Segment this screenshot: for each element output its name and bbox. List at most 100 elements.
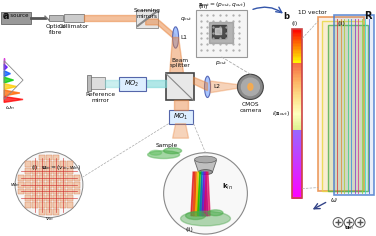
Bar bbox=[292, 33, 302, 35]
Bar bbox=[292, 97, 302, 98]
Bar bbox=[292, 68, 302, 70]
Bar bbox=[292, 112, 302, 114]
Bar bbox=[292, 29, 302, 198]
Bar bbox=[46, 161, 52, 167]
Text: $q_{out}$: $q_{out}$ bbox=[180, 15, 193, 23]
Polygon shape bbox=[197, 172, 203, 216]
Bar bbox=[67, 189, 73, 194]
Text: $MO_2$: $MO_2$ bbox=[124, 79, 139, 89]
Bar bbox=[53, 155, 59, 160]
Bar bbox=[292, 136, 302, 138]
Bar bbox=[318, 17, 364, 191]
Bar bbox=[25, 195, 31, 201]
Bar bbox=[39, 155, 45, 160]
Text: a: a bbox=[3, 11, 10, 21]
Bar bbox=[18, 189, 24, 194]
Bar bbox=[212, 25, 226, 38]
Bar bbox=[292, 95, 302, 97]
Bar bbox=[18, 175, 24, 181]
Bar bbox=[18, 182, 24, 188]
Bar bbox=[292, 142, 302, 144]
Bar bbox=[60, 182, 66, 188]
Bar bbox=[292, 154, 302, 156]
Bar bbox=[32, 189, 38, 194]
Text: $\omega_n$: $\omega_n$ bbox=[5, 104, 15, 112]
Bar bbox=[74, 182, 80, 188]
Bar bbox=[292, 166, 302, 168]
Bar bbox=[53, 168, 59, 174]
Bar bbox=[292, 60, 302, 62]
Polygon shape bbox=[146, 80, 166, 87]
Bar bbox=[74, 175, 80, 181]
Bar bbox=[292, 119, 302, 121]
Bar bbox=[292, 161, 302, 163]
Bar bbox=[292, 34, 302, 36]
Bar bbox=[292, 122, 302, 124]
Polygon shape bbox=[173, 124, 188, 138]
Bar bbox=[292, 121, 302, 122]
Bar bbox=[67, 175, 73, 181]
Bar bbox=[292, 149, 302, 151]
Bar bbox=[67, 202, 73, 208]
Bar bbox=[292, 116, 302, 118]
Bar bbox=[292, 150, 302, 152]
Bar bbox=[292, 67, 302, 69]
Bar bbox=[292, 180, 302, 182]
Circle shape bbox=[15, 152, 83, 218]
Bar bbox=[46, 189, 52, 194]
Bar bbox=[292, 170, 302, 172]
Bar bbox=[292, 194, 302, 196]
Circle shape bbox=[333, 218, 343, 227]
Bar bbox=[292, 146, 302, 148]
Bar bbox=[292, 57, 302, 59]
Bar bbox=[292, 32, 302, 34]
Bar bbox=[292, 123, 302, 125]
Bar bbox=[292, 36, 302, 38]
Bar bbox=[60, 189, 66, 194]
Bar bbox=[292, 129, 302, 131]
Ellipse shape bbox=[208, 210, 223, 216]
Polygon shape bbox=[4, 71, 11, 76]
Bar bbox=[292, 88, 302, 90]
Circle shape bbox=[344, 218, 354, 227]
Bar bbox=[64, 14, 84, 22]
Polygon shape bbox=[105, 80, 119, 87]
Polygon shape bbox=[204, 172, 210, 216]
Ellipse shape bbox=[148, 151, 180, 159]
Bar bbox=[292, 54, 302, 56]
Text: CMOS
camera: CMOS camera bbox=[239, 102, 262, 113]
Bar bbox=[292, 40, 302, 42]
Bar bbox=[67, 168, 73, 174]
Circle shape bbox=[164, 153, 247, 234]
Bar bbox=[67, 182, 73, 188]
Bar bbox=[53, 202, 59, 208]
Bar bbox=[292, 85, 302, 87]
Text: $w_{in}$: $w_{in}$ bbox=[10, 181, 20, 189]
Bar bbox=[292, 44, 302, 46]
Bar bbox=[292, 128, 302, 130]
Bar bbox=[292, 159, 302, 160]
Text: $MO_1$: $MO_1$ bbox=[173, 112, 188, 122]
Bar bbox=[292, 75, 302, 77]
Polygon shape bbox=[84, 15, 141, 21]
Bar bbox=[292, 177, 302, 179]
Ellipse shape bbox=[205, 76, 211, 97]
Bar bbox=[292, 101, 302, 103]
Polygon shape bbox=[196, 172, 201, 216]
Bar bbox=[292, 133, 302, 135]
Bar bbox=[328, 25, 368, 191]
Bar bbox=[292, 132, 302, 134]
Bar bbox=[25, 168, 31, 174]
Bar bbox=[32, 161, 38, 167]
Bar bbox=[292, 174, 302, 176]
Bar bbox=[292, 135, 302, 137]
Bar bbox=[60, 202, 66, 208]
Bar bbox=[292, 92, 302, 94]
Bar bbox=[318, 17, 364, 191]
Bar bbox=[67, 161, 73, 167]
Bar bbox=[87, 75, 91, 91]
Bar bbox=[60, 195, 66, 201]
Bar bbox=[292, 71, 302, 73]
Bar bbox=[60, 168, 66, 174]
Bar bbox=[292, 108, 302, 110]
